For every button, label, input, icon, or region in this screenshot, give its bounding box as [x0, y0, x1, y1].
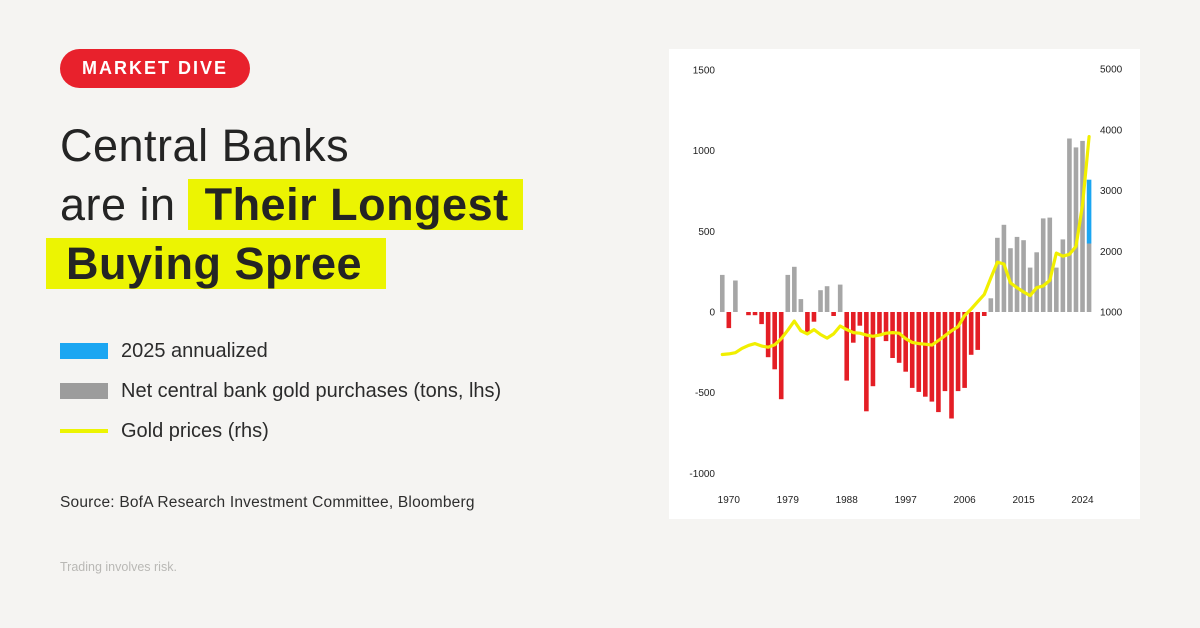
headline: Central Banks are in Their Longest Buyin… — [46, 116, 523, 293]
bar-1971 — [733, 280, 738, 312]
bar-1994 — [883, 312, 889, 342]
bar-2023 — [1073, 147, 1079, 312]
bar-2010 — [988, 298, 994, 312]
bar-1982 — [805, 312, 810, 333]
bar-1988 — [844, 312, 850, 381]
bar-2007 — [968, 312, 974, 355]
market-dive-badge: MARKET DIVE — [60, 49, 250, 88]
x-axis-tick-2015: 2015 — [1012, 495, 1035, 506]
right-axis-tick-4000: 4000 — [1100, 125, 1123, 136]
x-axis-tick-1997: 1997 — [895, 495, 918, 506]
bar-2024 — [1080, 140, 1085, 312]
bar-1980 — [792, 266, 797, 312]
left-axis-tick-1500: 1500 — [693, 65, 716, 76]
bar-1995 — [890, 312, 895, 358]
gray-swatch-icon — [60, 383, 108, 399]
left-axis-tick--500: -500 — [695, 388, 715, 399]
bar-2020 — [1054, 267, 1059, 312]
bar-1998 — [909, 312, 915, 388]
bar-2003 — [942, 312, 948, 392]
x-axis-tick-1970: 1970 — [718, 495, 741, 506]
right-axis-tick-1000: 1000 — [1100, 308, 1123, 319]
blue-swatch-icon — [60, 343, 108, 359]
bar-2011 — [995, 237, 1000, 312]
bar-2022 — [1067, 138, 1072, 312]
bar-1977 — [772, 312, 777, 370]
bar-1999 — [916, 312, 922, 392]
bar-2014 — [1014, 236, 1020, 312]
bar-2025-annualized — [1086, 179, 1092, 244]
bar-1981 — [798, 299, 804, 312]
bar-1991 — [864, 312, 869, 412]
bar-1978 — [778, 312, 784, 400]
bar-1985 — [824, 286, 830, 312]
chart-panel: 1500 1000 500 0 -500 -1000 5000 4000 3000 2000 100… — [669, 49, 1140, 519]
chart-legend: 2025 annualized Net central bank gold pu… — [60, 331, 501, 451]
bar-2008 — [975, 312, 981, 350]
right-axis-tick-5000: 5000 — [1100, 65, 1123, 76]
legend-label: Net central bank gold purchases (tons, l… — [121, 379, 502, 402]
right-axis-tick-3000: 3000 — [1100, 186, 1123, 197]
badge-label: MARKET DIVE — [81, 58, 228, 78]
legend-label: Gold prices (rhs) — [121, 419, 269, 442]
bar-2018 — [1040, 218, 1046, 312]
right-axis-tick-2000: 2000 — [1100, 247, 1123, 258]
x-axis-tick-2024: 2024 — [1071, 495, 1094, 506]
bar-1976 — [765, 312, 771, 358]
left-axis-tick--1000: -1000 — [689, 469, 715, 480]
bar-2019 — [1047, 217, 1053, 312]
bar-2009 — [981, 312, 987, 316]
bar-1974 — [752, 312, 758, 316]
left-axis-tick-0: 0 — [709, 308, 715, 319]
bar-1990 — [857, 312, 863, 326]
headline-line1: Central Banks — [60, 120, 350, 171]
headline-line3-highlight: Buying Spree — [46, 238, 387, 289]
headline-line2-normal: are in — [60, 179, 176, 230]
bar-2004 — [949, 312, 954, 419]
bar-1996 — [896, 312, 902, 363]
dual-axis-gold-chart: 150010005000-500-10005000400030002000100… — [689, 65, 1123, 506]
bar-2017 — [1034, 252, 1039, 312]
bar-1992 — [870, 312, 876, 387]
bar-2002 — [936, 312, 941, 413]
legend-item-2025-annualized: 2025 annualized — [60, 331, 501, 371]
x-axis-tick-1988: 1988 — [836, 495, 859, 506]
bar-2016 — [1027, 267, 1033, 312]
bar-1970 — [726, 312, 732, 329]
bar-2000 — [923, 312, 928, 397]
bar-1997 — [903, 312, 908, 372]
source-attribution: Source: BofA Research Investment Committ… — [60, 494, 475, 511]
legend-item-gold-prices: Gold prices (rhs) — [60, 411, 501, 451]
bar-1979 — [785, 274, 791, 312]
x-axis-tick-2006: 2006 — [953, 495, 976, 506]
bar-2001 — [929, 312, 935, 402]
yellow-line-swatch-icon — [60, 429, 108, 433]
bar-1987 — [837, 284, 843, 312]
bar-1973 — [746, 312, 751, 316]
bar-2015 — [1021, 240, 1026, 312]
bar-2021 — [1060, 239, 1066, 312]
bar-1969 — [719, 274, 725, 312]
left-axis-tick-1000: 1000 — [693, 146, 716, 157]
bar-1986 — [831, 312, 836, 316]
gold-price-line — [720, 134, 1091, 357]
legend-item-net-purchases: Net central bank gold purchases (tons, l… — [60, 371, 501, 411]
bar-1975 — [759, 312, 764, 325]
bar-2005 — [955, 312, 961, 392]
left-axis-tick-500: 500 — [698, 227, 715, 238]
bar-2006 — [962, 312, 967, 388]
bar-1989 — [850, 312, 856, 343]
legend-label: 2025 annualized — [121, 339, 268, 362]
bar-1983 — [811, 312, 817, 322]
bar-2025-actual — [1086, 243, 1092, 312]
bar-1984 — [818, 290, 823, 312]
x-axis-tick-1979: 1979 — [777, 495, 800, 506]
risk-disclaimer: Trading involves risk. — [60, 560, 177, 574]
bar-1993 — [877, 312, 882, 337]
headline-line2-highlight: Their Longest — [187, 179, 523, 230]
